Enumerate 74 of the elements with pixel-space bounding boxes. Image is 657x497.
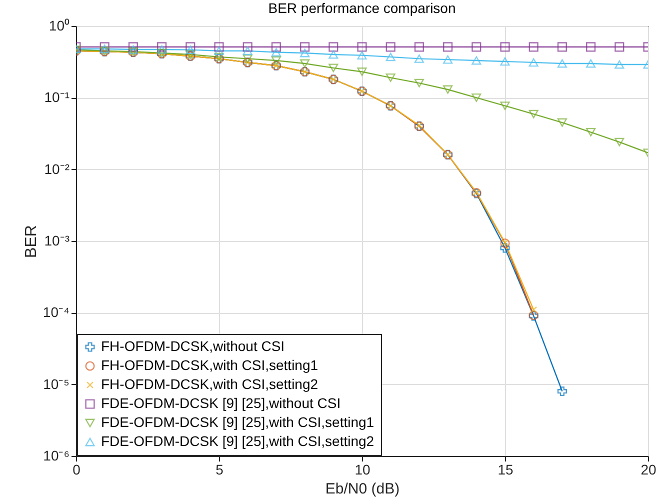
point <box>414 54 424 63</box>
point <box>528 58 538 67</box>
point <box>157 45 167 54</box>
point <box>386 42 396 52</box>
point <box>186 46 196 54</box>
point <box>357 68 367 76</box>
point <box>414 42 424 52</box>
point <box>271 42 281 52</box>
point <box>128 45 138 54</box>
point <box>500 42 510 52</box>
x-tick-label: 15 <box>498 462 514 478</box>
point <box>357 42 367 52</box>
point <box>500 243 510 253</box>
y-tick-label: 10⁻⁴ <box>42 304 70 320</box>
point <box>530 306 538 314</box>
x-tick-label: 20 <box>640 462 656 478</box>
point <box>242 54 252 63</box>
point <box>586 59 596 68</box>
legend-label: FH-OFDM-DCSK,with CSI,setting1 <box>101 357 318 373</box>
x-tick-label: 0 <box>72 462 81 478</box>
legend-label: FDE-OFDM-DCSK [9] [25],without CSI <box>101 395 341 411</box>
x-tick-label: 10 <box>354 462 370 478</box>
legend-label: FDE-OFDM-DCSK [9] [25],with CSI,setting2 <box>101 433 374 449</box>
point <box>300 59 310 68</box>
legend-label: FH-OFDM-DCSK,with CSI,setting2 <box>101 376 318 392</box>
point <box>214 46 224 56</box>
point <box>500 57 510 66</box>
point <box>157 42 167 52</box>
point <box>214 42 224 52</box>
y-tick-label: 10⁻² <box>44 160 70 177</box>
point <box>443 85 453 94</box>
y-tick-label: 10⁻¹ <box>44 89 70 106</box>
point <box>614 138 624 146</box>
point <box>557 118 567 127</box>
point <box>557 386 567 396</box>
legend-label: FH-OFDM-DCSK,without CSI <box>101 338 285 354</box>
point <box>128 42 138 52</box>
point <box>386 73 396 82</box>
point <box>414 78 424 88</box>
point <box>328 42 338 52</box>
point <box>443 55 453 64</box>
y-tick-label: 10⁰ <box>48 18 70 34</box>
x-axis-title: Eb/N0 (dB) <box>325 480 400 497</box>
chart-title: BER performance comparison <box>268 0 456 16</box>
point <box>614 42 624 52</box>
y-tick-label: 10⁻⁶ <box>43 448 70 464</box>
point <box>472 56 482 65</box>
y-tick-label: 10⁻⁵ <box>43 376 70 392</box>
point <box>271 56 281 65</box>
point <box>443 42 453 52</box>
point <box>614 60 624 69</box>
point <box>528 42 538 52</box>
point <box>328 50 338 59</box>
point <box>242 42 252 52</box>
point <box>386 52 396 62</box>
legend-label: FDE-OFDM-DCSK [9] [25],with CSI,setting1 <box>101 414 374 430</box>
point <box>472 93 482 102</box>
point <box>328 64 338 72</box>
y-axis-title: BER <box>22 225 40 258</box>
point <box>500 102 510 110</box>
point <box>271 48 281 56</box>
point <box>557 59 567 68</box>
y-tick-label: 10⁻³ <box>44 232 70 248</box>
point <box>357 51 367 60</box>
point <box>300 48 310 58</box>
point <box>557 42 567 52</box>
point <box>586 42 596 52</box>
point <box>586 128 596 136</box>
x-tick-label: 5 <box>216 462 224 478</box>
point <box>300 42 310 52</box>
point <box>242 46 252 56</box>
point <box>528 110 538 118</box>
point <box>472 42 482 52</box>
point <box>100 44 110 54</box>
